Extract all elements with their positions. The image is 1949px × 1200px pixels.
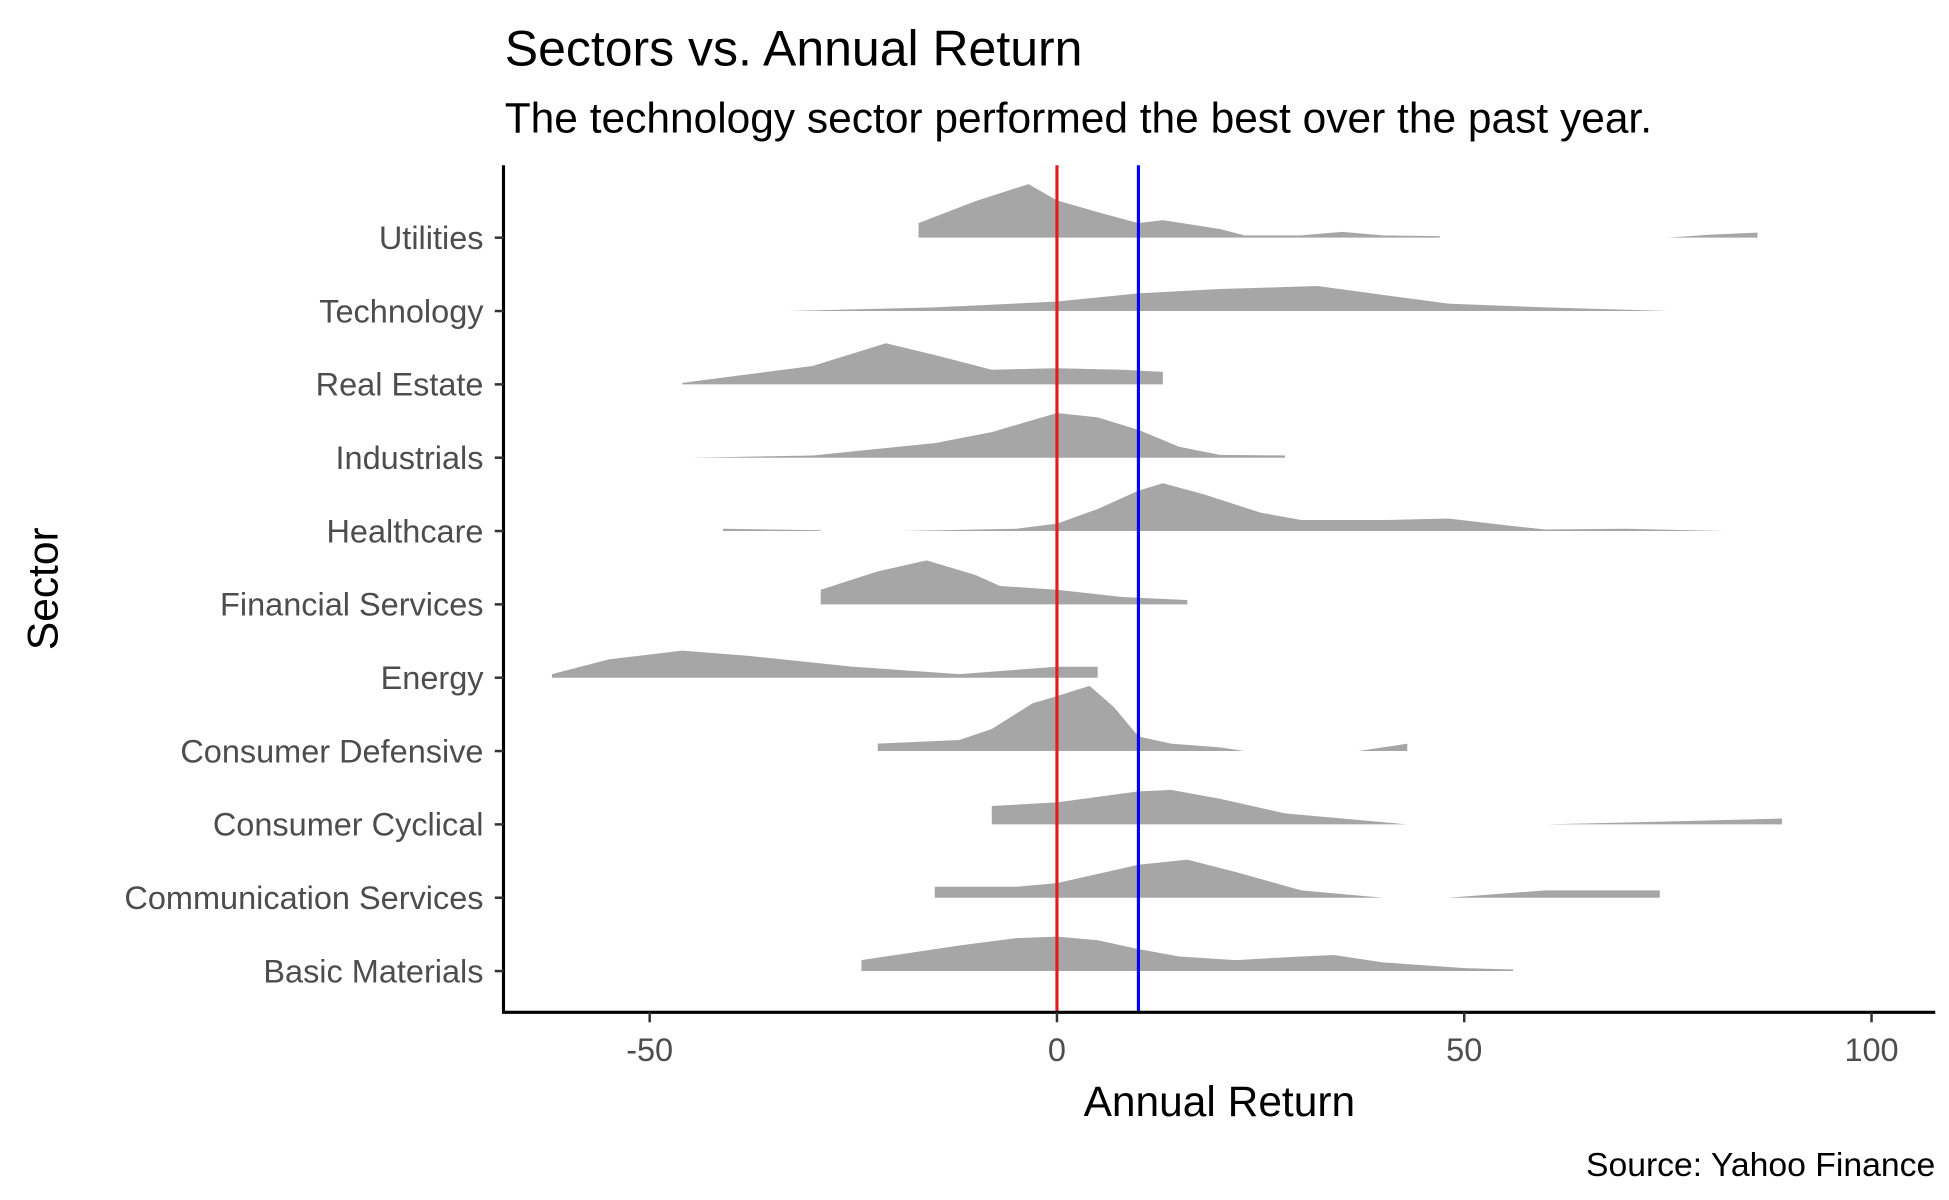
y-tick-label: Consumer Cyclical [213,807,484,843]
y-axis-ticks: Basic Materials Communication Services Con… [124,220,504,989]
y-tick-label: Healthcare [326,513,483,549]
ridge-technology-0 [788,286,1668,312]
y-tick-label: Utilities [379,220,484,256]
ridge-communication-services-1 [1447,890,1660,898]
ridge-real-estate-0 [682,343,1163,385]
y-tick-label: Real Estate [316,367,484,403]
reference-lines [1055,165,1140,1013]
ridge-consumer-cyclical-0 [991,789,1408,825]
y-tick-label: Consumer Defensive [180,733,483,769]
y-tick-label: Basic Materials [263,953,483,989]
ridges [551,184,1782,972]
ridge-healthcare-1 [902,483,1725,532]
x-tick-label: 0 [1048,1032,1066,1068]
x-tick-label: -50 [626,1032,673,1068]
ridge-industrials-0 [690,412,1286,458]
x-axis-title: Annual Return [1084,1078,1356,1125]
ridge-consumer-cyclical-1 [1545,818,1782,825]
ridge-basic-materials-0 [861,936,1514,972]
y-tick-label: Energy [381,660,485,696]
ridge-communication-services-0 [934,859,1383,898]
y-tick-label: Industrials [336,440,484,476]
x-tick-label: 50 [1446,1032,1482,1068]
chart-title: Sectors vs. Annual Return [505,20,1083,76]
ridge-consumer-defensive-0 [877,685,1245,752]
y-axis-title: Sector [19,527,66,650]
x-axis-ticks: -50 0 50 100 [626,1012,1899,1068]
chart-subtitle: The technology sector performed the best… [505,95,1652,142]
ridge-energy-0 [551,650,1098,678]
ridge-utilities-1 [1667,232,1758,238]
ridge-financial-services-0 [820,560,1188,605]
ridge-healthcare-0 [722,528,821,532]
y-tick-label: Communication Services [124,880,483,916]
caption: Source: Yahoo Finance [1586,1146,1935,1184]
ridge-consumer-defensive-1 [1358,743,1408,752]
y-tick-label: Financial Services [220,587,483,623]
y-tick-label: Technology [319,293,484,329]
x-tick-label: 100 [1844,1032,1898,1068]
ridge-utilities-0 [918,184,1440,238]
